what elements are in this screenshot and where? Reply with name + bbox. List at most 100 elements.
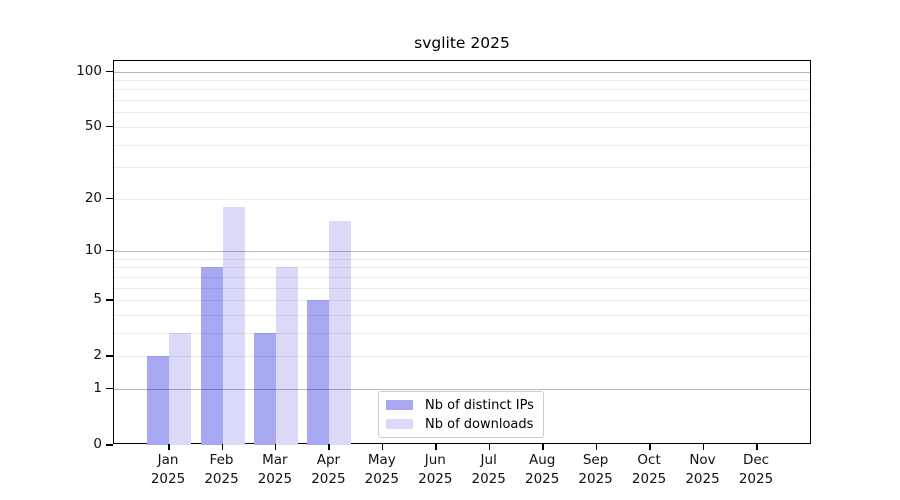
x-tick-dec	[756, 444, 758, 450]
y-label-100: 100	[76, 62, 102, 79]
bar-apr-distinct-ips	[307, 300, 330, 445]
gridline-minor-60	[114, 112, 810, 114]
gridline-minor-4	[114, 314, 810, 316]
gridline-minor-9	[114, 258, 810, 260]
x-tick-aug	[542, 444, 544, 450]
x-tick-apr	[328, 444, 330, 450]
x-label-jul-year: 2025	[471, 471, 506, 487]
y-tick-20	[106, 197, 113, 200]
x-label-nov-year: 2025	[685, 471, 720, 487]
legend-label-downloads: Nb of downloads	[425, 416, 534, 432]
x-label-dec: Dec 2025	[724, 451, 788, 489]
x-label-mar-year: 2025	[257, 471, 293, 487]
x-label-jan: Jan 2025	[136, 451, 200, 489]
y-tick-2	[106, 355, 113, 357]
gridline-major-1	[114, 388, 810, 390]
x-label-jul: Jul 2025	[457, 451, 521, 489]
x-tick-mar	[274, 444, 277, 450]
y-tick-1	[106, 387, 113, 390]
y-label-20: 20	[84, 189, 102, 206]
x-label-may: May 2025	[350, 451, 414, 489]
x-label-oct-month: Oct	[637, 452, 661, 468]
x-tick-feb	[221, 444, 223, 450]
gridline-minor-7	[114, 276, 810, 278]
x-tick-oct	[649, 444, 651, 450]
x-tick-may	[381, 444, 384, 450]
y-tick-10	[106, 249, 113, 252]
x-label-apr: Apr 2025	[296, 451, 360, 489]
gridline-minor-70	[114, 100, 810, 101]
x-label-may-year: 2025	[364, 471, 399, 487]
y-tick-0	[106, 444, 113, 446]
x-label-dec-year: 2025	[738, 471, 774, 487]
x-label-mar: Mar 2025	[243, 451, 307, 489]
x-tick-nov	[702, 444, 704, 450]
x-label-feb-year: 2025	[204, 471, 239, 487]
gridline-minor-80	[114, 89, 810, 91]
y-tick-100	[106, 70, 113, 72]
x-label-jun-month: Jun	[424, 452, 446, 468]
x-label-sep: Sep 2025	[564, 451, 628, 489]
x-label-apr-month: Apr	[316, 452, 341, 468]
x-label-jan-year: 2025	[150, 471, 186, 487]
x-label-oct-year: 2025	[631, 471, 667, 487]
bar-mar-distinct-ips	[253, 332, 276, 445]
x-label-dec-month: Dec	[742, 452, 770, 468]
x-tick-jul	[488, 444, 491, 450]
gridline-minor-90	[114, 79, 810, 81]
y-tick-5	[106, 299, 113, 301]
bar-mar-downloads	[275, 267, 298, 445]
gridline-minor-40	[114, 144, 810, 146]
y-label-0: 0	[93, 436, 102, 452]
gridline-minor-2	[114, 356, 810, 358]
gridline-minor-6	[114, 287, 810, 289]
bar-feb-distinct-ips	[200, 267, 223, 445]
y-tick-50	[106, 125, 113, 128]
y-label-5: 5	[93, 291, 102, 307]
x-label-nov: Nov 2025	[671, 451, 735, 489]
gridline-minor-5	[114, 300, 810, 301]
legend-item-distinct-ips: Nb of distinct IPs	[379, 397, 543, 413]
x-label-jan-month: Jan	[157, 452, 179, 468]
x-label-nov-month: Nov	[689, 452, 716, 468]
chart-title: svglite 2025	[414, 34, 510, 52]
gridline-minor-20	[114, 198, 810, 200]
gridline-minor-30	[114, 167, 810, 169]
x-label-feb-month: Feb	[209, 452, 234, 468]
gridline-major-10	[114, 250, 810, 252]
legend-swatch-downloads	[386, 419, 413, 429]
x-label-sep-year: 2025	[578, 471, 613, 487]
x-label-aug-year: 2025	[525, 471, 560, 487]
x-label-aug-month: Aug	[529, 452, 556, 468]
x-tick-jan	[168, 444, 170, 450]
y-label-2: 2	[93, 347, 102, 364]
bar-apr-downloads	[329, 220, 352, 445]
bar-jan-downloads	[169, 332, 191, 445]
x-label-jun: Jun 2025	[403, 451, 467, 489]
y-label-10: 10	[84, 241, 102, 258]
x-label-apr-year: 2025	[311, 471, 346, 487]
gridline-minor-50	[114, 126, 810, 128]
x-label-feb: Feb 2025	[190, 451, 254, 489]
y-label-50: 50	[84, 117, 102, 134]
gridline-minor-8	[114, 267, 810, 269]
y-label-1: 1	[93, 379, 102, 396]
x-label-mar-month: Mar	[262, 452, 288, 468]
x-label-jul-month: Jul	[480, 452, 497, 468]
x-tick-sep	[595, 444, 598, 450]
x-tick-jun	[435, 444, 437, 450]
x-label-sep-month: Sep	[582, 452, 609, 468]
legend-item-downloads: Nb of downloads	[379, 416, 543, 432]
bar-jan-distinct-ips	[147, 356, 169, 445]
gridline-major-100	[114, 71, 810, 73]
plot-area	[113, 60, 811, 445]
x-label-oct: Oct 2025	[617, 451, 681, 489]
legend-label-distinct-ips: Nb of distinct IPs	[425, 397, 534, 413]
legend-swatch-distinct-ips	[386, 400, 413, 410]
x-label-aug: Aug 2025	[510, 451, 574, 489]
x-label-may-month: May	[367, 452, 396, 468]
gridline-minor-3	[114, 332, 810, 334]
x-label-jun-year: 2025	[418, 471, 453, 487]
legend: Nb of distinct IPs Nb of downloads	[378, 391, 544, 438]
